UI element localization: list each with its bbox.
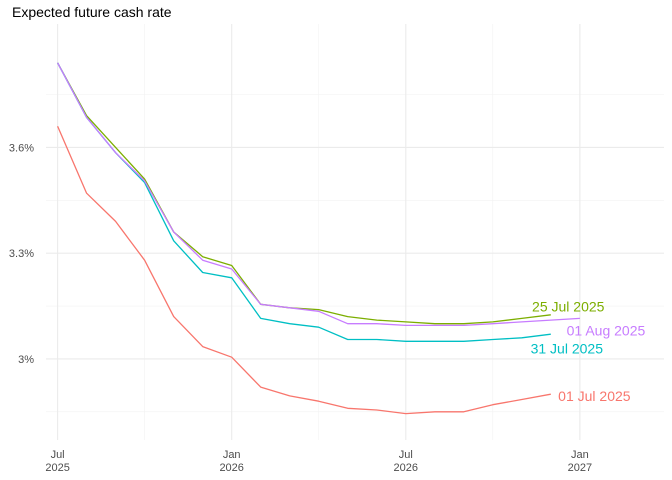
gridlines bbox=[46, 24, 664, 440]
y-tick-label: 3.3% bbox=[9, 248, 34, 260]
x-tick-label: 2026 bbox=[219, 462, 243, 474]
series-lines bbox=[57, 62, 580, 415]
x-tick-label: Jan bbox=[571, 449, 589, 461]
x-tick-label: Jul bbox=[399, 449, 413, 461]
x-tick-label: Jul bbox=[51, 449, 65, 461]
series-line bbox=[57, 62, 580, 327]
series-end-label: 01 Jul 2025 bbox=[558, 388, 631, 404]
x-tick-label: 2025 bbox=[45, 462, 69, 474]
series-line bbox=[57, 125, 551, 415]
series-line bbox=[57, 62, 551, 325]
series-end-label: 31 Jul 2025 bbox=[531, 340, 604, 356]
chart-title: Expected future cash rate bbox=[12, 4, 172, 20]
x-tick-label: 2027 bbox=[568, 462, 592, 474]
x-tick-label: Jan bbox=[223, 449, 241, 461]
series-end-label: 01 Aug 2025 bbox=[567, 323, 646, 339]
y-tick-label: 3.6% bbox=[9, 142, 34, 154]
y-tick-label: 3% bbox=[18, 354, 34, 366]
series-line bbox=[57, 62, 551, 342]
x-tick-label: 2026 bbox=[394, 462, 418, 474]
series-end-label: 25 Jul 2025 bbox=[532, 299, 605, 315]
